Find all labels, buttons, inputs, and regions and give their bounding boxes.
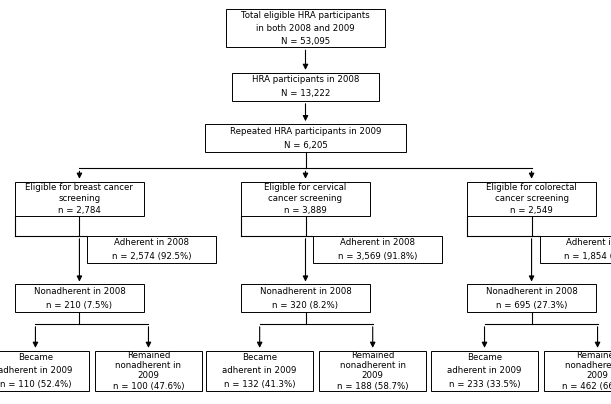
Text: N = 13,222: N = 13,222: [281, 89, 330, 99]
Text: adherent in 2009: adherent in 2009: [447, 366, 522, 375]
Text: n = 320 (8.2%): n = 320 (8.2%): [273, 301, 338, 309]
FancyBboxPatch shape: [431, 351, 538, 391]
Text: HRA participants in 2008: HRA participants in 2008: [252, 75, 359, 84]
Text: N = 53,095: N = 53,095: [281, 37, 330, 46]
Text: n = 132 (41.3%): n = 132 (41.3%): [224, 380, 296, 389]
Text: Became: Became: [242, 353, 277, 362]
Text: 2009: 2009: [587, 371, 609, 381]
FancyBboxPatch shape: [0, 351, 89, 391]
Text: Repeated HRA participants in 2009: Repeated HRA participants in 2009: [230, 126, 381, 136]
Text: n = 110 (52.4%): n = 110 (52.4%): [0, 380, 71, 389]
FancyBboxPatch shape: [467, 284, 596, 312]
Text: n = 100 (47.6%): n = 100 (47.6%): [112, 381, 185, 391]
Text: Adherent in 2008: Adherent in 2008: [340, 238, 415, 247]
Text: n = 233 (33.5%): n = 233 (33.5%): [448, 380, 521, 389]
FancyBboxPatch shape: [467, 182, 596, 216]
Text: n = 2,549: n = 2,549: [510, 206, 553, 215]
Text: n = 3,569 (91.8%): n = 3,569 (91.8%): [338, 252, 417, 261]
Text: Remained: Remained: [351, 351, 394, 360]
Text: Nonadherent in 2008: Nonadherent in 2008: [34, 287, 125, 296]
Text: n = 462 (66.5%): n = 462 (66.5%): [562, 381, 611, 391]
FancyBboxPatch shape: [205, 124, 406, 152]
Text: Nonadherent in 2008: Nonadherent in 2008: [486, 287, 577, 296]
Text: n = 2,574 (92.5%): n = 2,574 (92.5%): [112, 252, 191, 261]
Text: Became: Became: [18, 353, 53, 362]
Text: Nonadherent in 2008: Nonadherent in 2008: [260, 287, 351, 296]
Text: adherent in 2009: adherent in 2009: [0, 366, 73, 375]
Text: Remained: Remained: [127, 351, 170, 360]
Text: Adherent in 2008: Adherent in 2008: [114, 238, 189, 247]
Text: Eligible for colorectal: Eligible for colorectal: [486, 183, 577, 192]
Text: Became: Became: [467, 353, 502, 362]
FancyBboxPatch shape: [313, 236, 442, 263]
FancyBboxPatch shape: [540, 236, 611, 263]
FancyBboxPatch shape: [241, 182, 370, 216]
Text: nonadherent in: nonadherent in: [565, 361, 611, 370]
Text: in both 2008 and 2009: in both 2008 and 2009: [256, 24, 355, 33]
Text: 2009: 2009: [362, 371, 384, 381]
Text: n = 1,854 (72.7%): n = 1,854 (72.7%): [564, 252, 611, 261]
Text: Remained: Remained: [576, 351, 611, 360]
Text: cancer screening: cancer screening: [268, 194, 343, 203]
Text: adherent in 2009: adherent in 2009: [222, 366, 297, 375]
Text: nonadherent in: nonadherent in: [340, 361, 406, 370]
FancyBboxPatch shape: [544, 351, 611, 391]
Text: 2009: 2009: [137, 371, 159, 381]
Text: n = 3,889: n = 3,889: [284, 206, 327, 215]
Text: screening: screening: [59, 194, 100, 203]
FancyBboxPatch shape: [232, 73, 379, 101]
Text: Adherent in 2008: Adherent in 2008: [566, 238, 611, 247]
Text: Eligible for cervical: Eligible for cervical: [265, 183, 346, 192]
FancyBboxPatch shape: [87, 236, 216, 263]
Text: Total eligible HRA participants: Total eligible HRA participants: [241, 11, 370, 20]
Text: nonadherent in: nonadherent in: [115, 361, 181, 370]
FancyBboxPatch shape: [95, 351, 202, 391]
Text: n = 210 (7.5%): n = 210 (7.5%): [46, 301, 112, 309]
Text: Eligible for breast cancer: Eligible for breast cancer: [26, 183, 133, 192]
Text: n = 188 (58.7%): n = 188 (58.7%): [337, 381, 409, 391]
Text: n = 2,784: n = 2,784: [58, 206, 101, 215]
Text: n = 695 (27.3%): n = 695 (27.3%): [496, 301, 567, 309]
Text: cancer screening: cancer screening: [494, 194, 569, 203]
FancyBboxPatch shape: [15, 182, 144, 216]
FancyBboxPatch shape: [207, 351, 313, 391]
Text: N = 6,205: N = 6,205: [284, 141, 327, 150]
FancyBboxPatch shape: [226, 9, 385, 47]
FancyBboxPatch shape: [241, 284, 370, 312]
FancyBboxPatch shape: [320, 351, 426, 391]
FancyBboxPatch shape: [15, 284, 144, 312]
